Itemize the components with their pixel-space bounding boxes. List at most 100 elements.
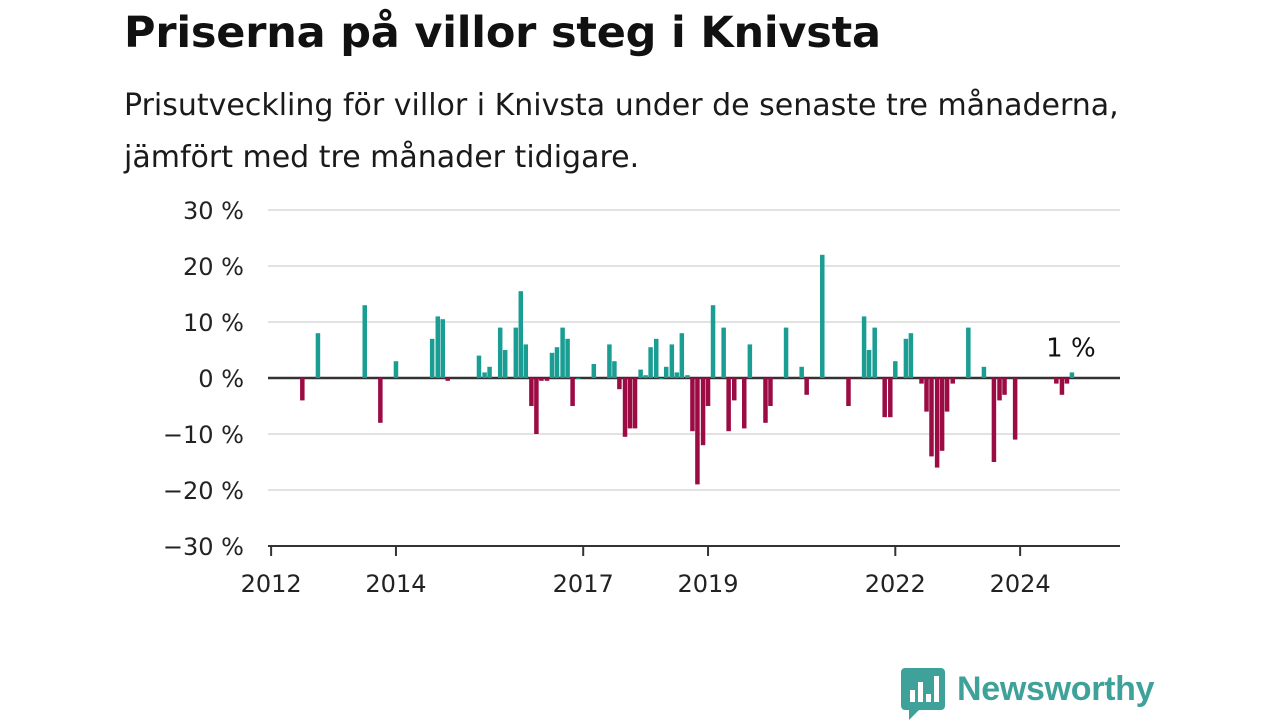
- bar: [429, 338, 435, 378]
- bar: [674, 372, 680, 378]
- bar: [518, 291, 524, 378]
- bar: [934, 378, 940, 468]
- bar: [820, 254, 825, 378]
- bar: [627, 378, 633, 429]
- bars: [300, 254, 1075, 485]
- bar: [747, 344, 753, 378]
- bar: [742, 378, 747, 429]
- bar: [903, 338, 909, 378]
- bar: [560, 327, 565, 378]
- bar: [497, 327, 503, 378]
- bar: [882, 378, 887, 418]
- bar: [799, 366, 804, 378]
- y-tick-label: 0 %: [198, 365, 244, 393]
- bar: [445, 378, 451, 381]
- bar: [981, 366, 987, 378]
- bar: [1054, 378, 1059, 384]
- bar-chart-speech-bubble-icon: [901, 668, 945, 720]
- bar: [966, 327, 971, 378]
- bar: [487, 366, 492, 378]
- bar: [1069, 372, 1075, 378]
- bar: [695, 378, 700, 485]
- bar: [929, 378, 934, 457]
- bar: [690, 378, 695, 432]
- bar: [539, 378, 544, 381]
- bar: [721, 327, 726, 378]
- y-tick-label: −20 %: [163, 477, 244, 505]
- bar: [648, 347, 653, 378]
- bar: [378, 378, 383, 423]
- bar: [997, 378, 1002, 401]
- x-axis: 2012 2014 2017 2019 2022 2024: [241, 545, 1120, 598]
- bar: [919, 378, 924, 384]
- y-tick-label: −10 %: [163, 421, 244, 449]
- bar: [804, 378, 809, 395]
- bar: [679, 333, 685, 378]
- chart-subtitle: Prisutveckling för villor i Knivsta unde…: [124, 88, 1119, 175]
- bar: [612, 361, 617, 378]
- bar: [783, 327, 789, 378]
- bar: [513, 327, 519, 378]
- bar: [944, 378, 950, 412]
- brand-name: Newsworthy: [957, 670, 1155, 708]
- bar: [622, 378, 628, 437]
- bar: [866, 350, 872, 378]
- bar: [482, 372, 487, 378]
- bar: [669, 344, 675, 378]
- bar: [362, 305, 367, 378]
- y-tick-label: 30 %: [183, 197, 244, 225]
- bar: [663, 366, 669, 378]
- bar: [768, 378, 773, 406]
- x-tick-label: 2024: [990, 570, 1051, 598]
- y-tick-label: −30 %: [163, 533, 244, 561]
- bar: [950, 378, 955, 384]
- bar: [502, 350, 508, 378]
- x-tick-label: 2022: [865, 570, 926, 598]
- bar: [888, 378, 893, 418]
- x-tick-label: 2012: [241, 570, 302, 598]
- bar: [440, 319, 446, 378]
- bar: [575, 378, 581, 379]
- bar: [726, 378, 731, 432]
- y-tick-label: 10 %: [183, 309, 244, 337]
- x-tick-label: 2019: [678, 570, 739, 598]
- bar: [315, 333, 321, 378]
- bar: [924, 378, 929, 412]
- bar: [685, 375, 690, 378]
- bar: [393, 361, 399, 378]
- bar: [700, 378, 706, 446]
- bar: [846, 378, 851, 406]
- bar: [710, 305, 716, 378]
- bar: [861, 316, 867, 378]
- bar: [908, 333, 914, 378]
- bar: [549, 352, 555, 378]
- bar: [534, 378, 539, 434]
- bar: [632, 378, 638, 429]
- bar: [1059, 378, 1065, 395]
- bar: [1002, 378, 1007, 395]
- bar: [607, 344, 612, 378]
- bar: [991, 378, 997, 462]
- bar: [617, 378, 622, 390]
- bar: [638, 369, 643, 378]
- bar: [763, 378, 768, 423]
- y-axis-ticks: 30 % 20 % 10 % 0 % −10 % −20 % −30 %: [163, 197, 244, 561]
- bar: [300, 378, 305, 401]
- bar: [529, 378, 534, 406]
- y-tick-label: 20 %: [183, 253, 244, 281]
- bar: [732, 378, 737, 401]
- bar: [1012, 378, 1018, 440]
- bar: [658, 378, 664, 379]
- chart-title: Priserna på villor steg i Knivsta: [124, 8, 881, 58]
- bar: [705, 378, 711, 406]
- bar: [570, 378, 575, 406]
- bar: [435, 316, 441, 378]
- bar: [653, 338, 659, 378]
- bar: [1064, 378, 1070, 384]
- bar: [523, 344, 529, 378]
- bar: [939, 378, 945, 451]
- bar: [591, 364, 597, 378]
- x-tick-label: 2014: [365, 570, 426, 598]
- x-tick-label: 2017: [553, 570, 614, 598]
